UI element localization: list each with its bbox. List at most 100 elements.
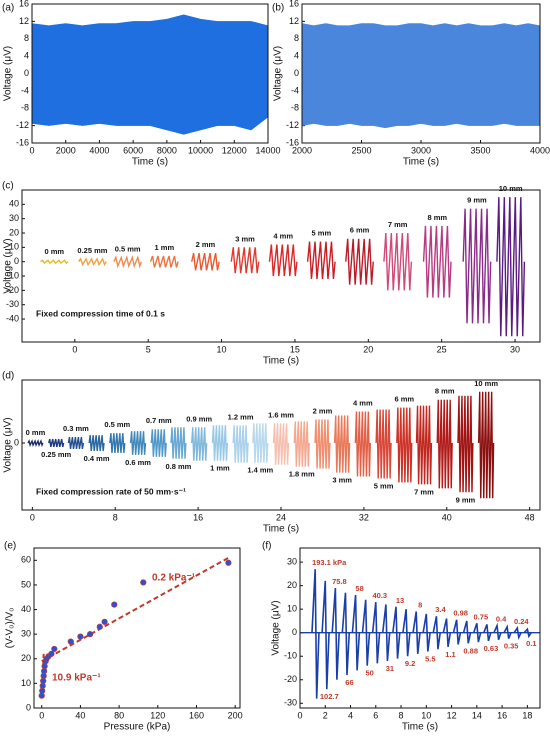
signal-burst xyxy=(113,255,143,269)
pulse xyxy=(331,587,340,680)
burst-label: 1.2 mm xyxy=(228,412,254,421)
y-tick-label: 0 xyxy=(14,437,19,447)
signal-burst xyxy=(67,436,85,450)
data-point xyxy=(67,638,74,645)
pulse-label: 0.88 xyxy=(463,646,478,655)
y-tick-label: -16 xyxy=(16,137,29,147)
signal-envelope xyxy=(301,73,541,129)
burst-label: 2 mm xyxy=(313,406,333,415)
signal-burst xyxy=(230,247,260,274)
x-tick-label: 5 xyxy=(146,344,151,354)
x-tick-label: 4000 xyxy=(530,145,550,155)
y-axis-title: Voltage (μV) xyxy=(273,46,284,101)
fit-line xyxy=(41,556,229,663)
plot-frame xyxy=(33,547,241,709)
burst-label: 9 mm xyxy=(467,196,487,205)
x-tick-label: 25 xyxy=(437,344,447,354)
plot-frame xyxy=(31,3,269,144)
x-axis-title: Time (s) xyxy=(263,524,299,535)
y-tick-label: -12 xyxy=(16,120,29,130)
y-tick-label: 30 xyxy=(21,629,31,639)
burst-label: 2 mm xyxy=(196,240,216,249)
signal-burst xyxy=(383,232,413,291)
pulse xyxy=(321,580,330,690)
burst-label: 4 mm xyxy=(273,231,293,240)
signal-burst xyxy=(191,252,220,271)
burst-label: 0.4 mm xyxy=(84,454,110,463)
pulse-label: 102.7 xyxy=(320,692,339,701)
pulse-label: 5.5 xyxy=(425,655,435,664)
signal-burst xyxy=(333,415,351,473)
y-tick-label: 12 xyxy=(19,16,29,26)
burst-label: 10 mm xyxy=(499,184,523,193)
x-tick-label: 14 xyxy=(472,710,482,720)
y-tick-label: -8 xyxy=(291,103,299,113)
y-tick-label: -12 xyxy=(286,120,299,130)
pulse xyxy=(371,602,381,664)
data-point xyxy=(41,663,48,670)
pulse xyxy=(311,569,320,699)
data-point xyxy=(48,650,55,657)
signal-burst xyxy=(396,407,413,483)
data-point xyxy=(86,631,94,638)
y-tick-label: 0 xyxy=(26,702,31,712)
burst-label: 0.9 mm xyxy=(186,414,212,423)
panel-label: (d) xyxy=(2,371,14,382)
signal-burst xyxy=(252,423,269,463)
y-tick-label: 0 xyxy=(24,68,29,78)
plot-frame xyxy=(301,3,541,144)
x-tick-label: 12 xyxy=(447,710,457,720)
signal-burst xyxy=(415,405,433,485)
pulse-label: 9.2 xyxy=(405,659,415,668)
burst-label: 3 mm xyxy=(235,234,255,243)
y-tick-label: 4 xyxy=(294,51,299,61)
y-axis-title: Voltage (μV) xyxy=(3,238,14,293)
burst-label: 1.4 mm xyxy=(247,466,273,475)
x-tick-label: 24 xyxy=(276,512,286,522)
y-axis-title: Voltage (μV) xyxy=(3,46,14,101)
x-tick-label: 4000 xyxy=(89,145,109,155)
x-tick-label: 40 xyxy=(442,512,452,522)
burst-label: 0.6 mm xyxy=(125,458,151,467)
y-tick-label: 16 xyxy=(19,0,29,8)
pulse-label: 50 xyxy=(366,669,374,678)
y-tick-label: -8 xyxy=(21,103,29,113)
data-point xyxy=(111,601,118,608)
signal-burst xyxy=(78,257,107,267)
burst-label: 8 mm xyxy=(435,387,455,396)
x-axis-title: Time (s) xyxy=(263,356,299,367)
pulse xyxy=(523,627,532,639)
y-tick-label: -4 xyxy=(291,85,299,95)
signal-burst xyxy=(422,225,452,298)
burst-label: 1.6 mm xyxy=(268,410,294,419)
pulse xyxy=(452,619,462,645)
y-axis-title: Voltage (μV) xyxy=(3,417,14,472)
pulse xyxy=(442,618,452,647)
data-point xyxy=(140,579,147,586)
pulse-label: 0.1 xyxy=(526,639,536,648)
y-tick-label: 40 xyxy=(21,604,31,614)
signal-burst xyxy=(170,427,187,459)
panel-label: (e) xyxy=(4,541,16,552)
signal-burst xyxy=(314,419,331,469)
pulse xyxy=(472,623,482,643)
pulse xyxy=(483,624,492,642)
panel-label: (c) xyxy=(2,181,14,192)
signal-burst xyxy=(457,395,474,493)
pulse xyxy=(341,592,351,676)
pulse-label: 0.35 xyxy=(504,642,519,651)
pulse xyxy=(493,622,502,641)
pulse xyxy=(351,594,361,671)
y-tick-label: -20 xyxy=(284,674,297,684)
x-tick-label: 2000 xyxy=(56,145,76,155)
y-tick-label: 30 xyxy=(287,556,297,566)
x-tick-label: 32 xyxy=(359,512,369,522)
burst-label: 1.8 mm xyxy=(289,470,315,479)
slope-annotation: 10.9 kPa⁻¹ xyxy=(52,673,101,684)
x-tick-label: 80 xyxy=(114,710,124,720)
burst-label: 0 mm xyxy=(44,247,64,256)
pulse xyxy=(432,616,442,650)
signal-envelope xyxy=(301,23,541,74)
burst-label: 1 mm xyxy=(155,243,175,252)
